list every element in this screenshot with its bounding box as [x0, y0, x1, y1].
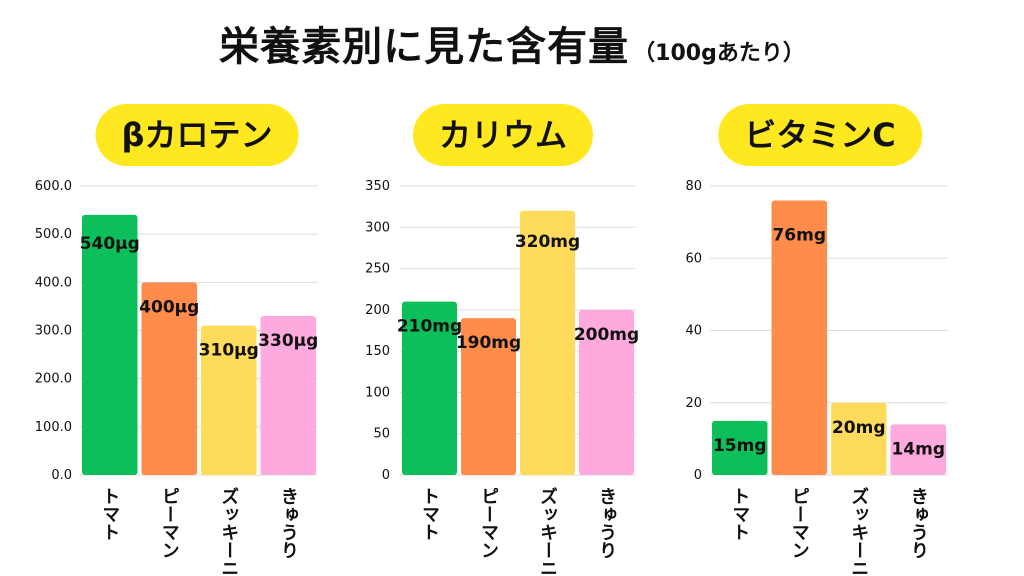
bar	[771, 200, 827, 475]
y-tick-label: 100	[365, 385, 390, 400]
y-tick-label: 400.0	[35, 275, 72, 290]
bar	[461, 318, 516, 475]
data-label: 200mg	[574, 325, 639, 345]
y-tick-label: 0	[694, 468, 702, 483]
y-tick-label: 150	[365, 344, 390, 359]
y-tick-label: 200	[365, 303, 390, 318]
y-tick-label: 300.0	[35, 324, 72, 339]
x-category-label: ピーマン	[159, 487, 180, 559]
bar	[402, 301, 457, 475]
data-label: 15mg	[713, 436, 767, 456]
y-tick-label: 80	[685, 179, 702, 194]
x-category-label: トマト	[419, 487, 440, 541]
data-label: 330μg	[258, 331, 318, 351]
y-tick-label: 200.0	[35, 372, 72, 387]
x-category-label: きゅうり	[596, 487, 617, 559]
y-tick-label: 250	[365, 262, 390, 277]
bar	[520, 210, 575, 475]
x-category-label: トマト	[729, 487, 750, 541]
bar	[831, 402, 887, 475]
data-label: 14mg	[891, 439, 945, 459]
x-category-label: ピーマン	[789, 487, 810, 559]
page-title-main: 栄養素別に見た含有量	[219, 24, 630, 70]
y-tick-label: 100.0	[35, 420, 72, 435]
y-tick-label: 500.0	[35, 227, 72, 242]
x-category-label: ズッキーニ	[218, 486, 239, 576]
x-category-label: ピーマン	[478, 487, 499, 559]
chart-panel-potassium: カリウム 0 50 100 150 200 250 300 350 210mg トマト 190mg ピ…	[340, 96, 680, 576]
chart-svg: 0 20 40 60 80 15mg トマト 76mg ピーマン 20mg ズッキーニ 14mg きゅう…	[685, 179, 948, 576]
bar	[579, 309, 634, 475]
y-tick-label: 40	[685, 324, 702, 339]
x-category-label: ズッキーニ	[848, 486, 869, 576]
bar	[260, 316, 316, 475]
bar	[82, 214, 138, 475]
data-label: 210mg	[397, 317, 462, 337]
y-tick-label: 0.0	[51, 468, 72, 483]
chart-svg: 0.0 100.0 200.0 300.0 400.0 500.0 600.0 540μg トマ…	[35, 179, 319, 576]
x-category-label: きゅうり	[278, 487, 299, 559]
chart-title-pill: βカロテン	[95, 104, 299, 166]
y-tick-label: 600.0	[35, 179, 72, 194]
data-label: 20mg	[832, 418, 886, 438]
chart-title-pill: ビタミンC	[718, 104, 922, 166]
data-label: 310μg	[199, 341, 259, 361]
y-tick-label: 300	[365, 220, 390, 235]
x-category-label: きゅうり	[908, 487, 929, 559]
bar	[890, 424, 946, 475]
chart-panel-beta-carotene: βカロテン 0.0 100.0 200.0 300.0 400.0 500.0 600.0 5…	[0, 96, 340, 576]
page-title-sub: （100gあたり）	[633, 41, 805, 66]
data-label: 400μg	[139, 297, 199, 317]
chart-svg: 0 50 100 150 200 250 300 350 210mg トマト 190mg ピーマン 32…	[365, 179, 639, 576]
data-label: 76mg	[772, 225, 826, 245]
data-label: 540μg	[80, 234, 140, 254]
bar	[201, 325, 257, 475]
bar	[712, 420, 768, 475]
x-category-label: トマト	[99, 487, 120, 541]
data-label: 320mg	[515, 232, 580, 252]
y-tick-label: 20	[685, 396, 702, 411]
y-tick-label: 60	[685, 251, 702, 266]
chart-title-pill: カリウム	[412, 104, 594, 166]
y-tick-label: 350	[365, 179, 390, 194]
y-tick-label: 0	[382, 468, 390, 483]
y-tick-label: 50	[373, 427, 390, 442]
x-category-label: ズッキーニ	[537, 486, 558, 576]
chart-panel-vitamin-c: ビタミンC 0 20 40 60 80 15mg トマト 76mg ピーマン 20mg ズッキーニ 1…	[680, 96, 1020, 576]
data-label: 190mg	[456, 333, 521, 353]
bar	[141, 282, 197, 475]
page-title: 栄養素別に見た含有量 （100gあたり）	[0, 14, 1024, 72]
